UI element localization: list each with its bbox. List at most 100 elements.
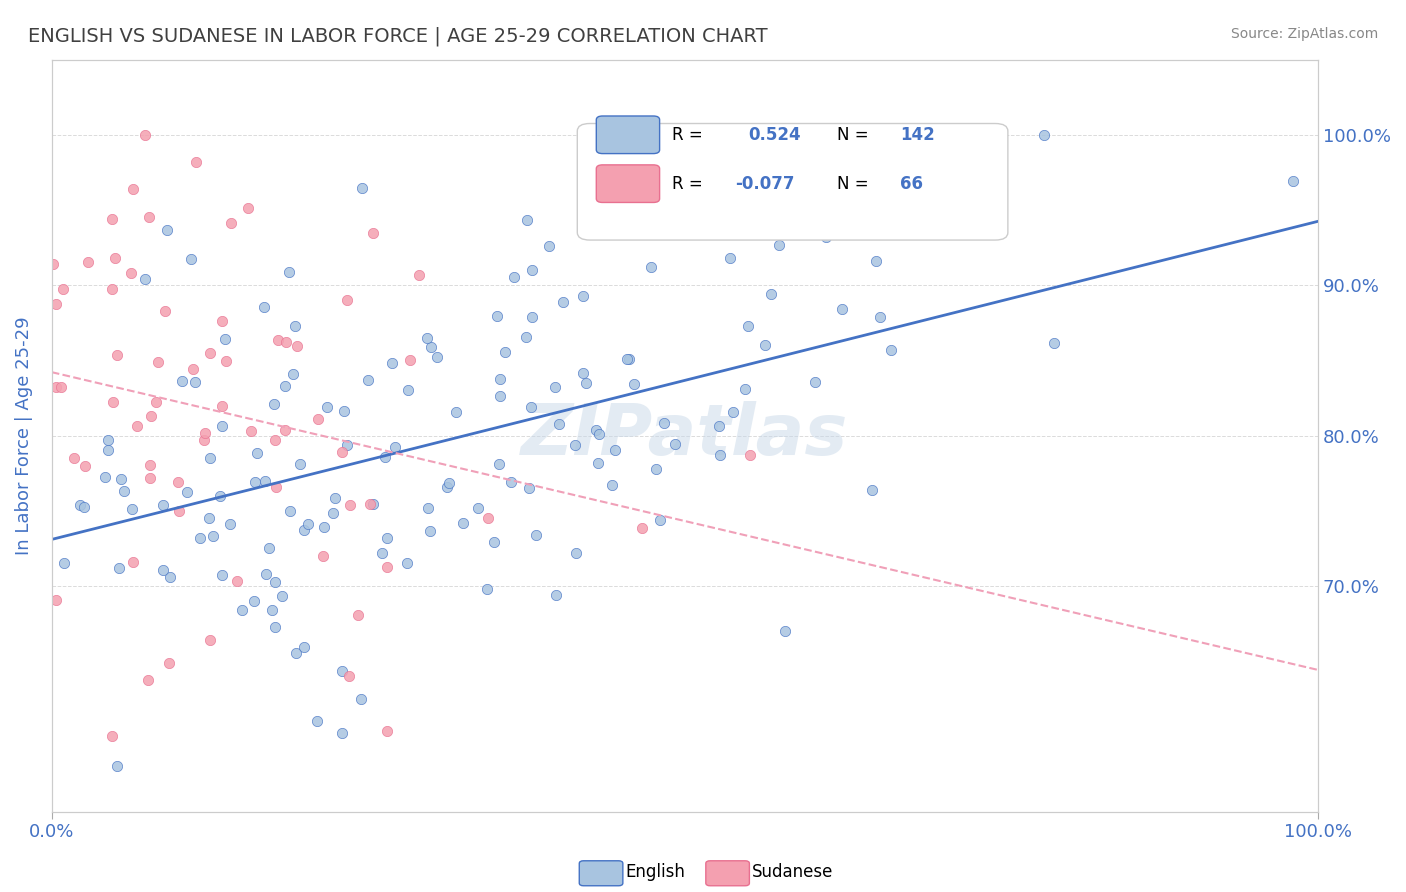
Point	[218, 517, 240, 532]
Point	[737, 319, 759, 334]
Point	[398, 352, 420, 367]
Point	[544, 380, 567, 394]
Point	[285, 646, 308, 660]
Point	[1043, 335, 1066, 350]
Point	[103, 251, 125, 265]
Y-axis label: In Labor Force | Age 25-29: In Labor Force | Age 25-29	[15, 317, 32, 555]
Point	[494, 345, 516, 359]
Point	[522, 310, 544, 325]
Point	[139, 458, 162, 473]
Point	[105, 349, 128, 363]
Point	[499, 475, 522, 489]
Text: Source: ZipAtlas.com: Source: ZipAtlas.com	[1230, 27, 1378, 41]
Point	[62, 451, 84, 466]
Point	[292, 640, 315, 655]
Point	[45, 380, 67, 394]
Point	[315, 400, 337, 414]
Point	[416, 501, 439, 516]
Text: 0.524: 0.524	[748, 126, 801, 144]
Point	[377, 724, 399, 739]
Point	[108, 561, 131, 575]
Point	[588, 456, 610, 470]
Text: N =: N =	[837, 175, 869, 193]
Point	[336, 293, 359, 308]
Point	[139, 409, 162, 424]
Point	[254, 566, 277, 581]
Text: -0.077: -0.077	[735, 175, 796, 193]
Point	[101, 729, 124, 743]
Point	[262, 603, 284, 617]
Text: 66: 66	[900, 175, 924, 193]
Point	[371, 546, 394, 560]
Point	[488, 457, 510, 471]
Point	[107, 759, 129, 773]
Point	[437, 475, 460, 490]
Point	[564, 438, 586, 452]
Text: English: English	[626, 863, 686, 881]
Point	[517, 481, 540, 495]
Point	[167, 504, 190, 518]
Point	[384, 440, 406, 454]
Point	[121, 555, 143, 569]
Point	[245, 475, 267, 490]
Point	[444, 405, 467, 419]
Point	[339, 498, 361, 512]
Point	[292, 523, 315, 537]
Point	[644, 462, 666, 476]
Point	[571, 289, 593, 303]
Point	[605, 443, 627, 458]
Point	[209, 490, 232, 504]
Point	[152, 498, 174, 512]
Point	[640, 260, 662, 274]
Point	[146, 355, 169, 369]
Text: 142: 142	[900, 126, 935, 144]
Point	[467, 500, 489, 515]
Point	[453, 516, 475, 530]
Point	[333, 403, 356, 417]
Text: N =: N =	[837, 126, 869, 144]
Point	[49, 380, 72, 394]
Point	[97, 443, 120, 458]
Point	[42, 257, 65, 271]
Point	[553, 294, 575, 309]
Point	[575, 376, 598, 391]
Point	[156, 223, 179, 237]
Point	[361, 497, 384, 511]
Point	[546, 588, 568, 602]
Point	[211, 399, 233, 413]
Text: ENGLISH VS SUDANESE IN LABOR FORCE | AGE 25-29 CORRELATION CHART: ENGLISH VS SUDANESE IN LABOR FORCE | AGE…	[28, 27, 768, 46]
Point	[330, 726, 353, 740]
Point	[588, 426, 610, 441]
Point	[278, 504, 301, 518]
Point	[564, 546, 586, 560]
Point	[198, 346, 221, 360]
Point	[242, 594, 264, 608]
Point	[375, 560, 398, 574]
Point	[215, 354, 238, 368]
Point	[738, 448, 761, 462]
Point	[477, 511, 499, 525]
Point	[211, 568, 233, 582]
Point	[804, 375, 827, 389]
Point	[572, 366, 595, 380]
Point	[194, 425, 217, 440]
Point	[69, 498, 91, 512]
Point	[136, 673, 159, 687]
Point	[305, 714, 328, 729]
Point	[167, 475, 190, 489]
Point	[101, 395, 124, 409]
Point	[415, 331, 437, 345]
Point	[520, 263, 543, 277]
Point	[516, 213, 538, 227]
Point	[211, 314, 233, 328]
Point	[323, 491, 346, 505]
Point	[865, 253, 887, 268]
Point	[246, 446, 269, 460]
Point	[263, 433, 285, 447]
Point	[600, 478, 623, 492]
Point	[585, 423, 607, 437]
Point	[775, 624, 797, 638]
Point	[238, 201, 260, 215]
Point	[814, 230, 837, 244]
Point	[153, 304, 176, 318]
